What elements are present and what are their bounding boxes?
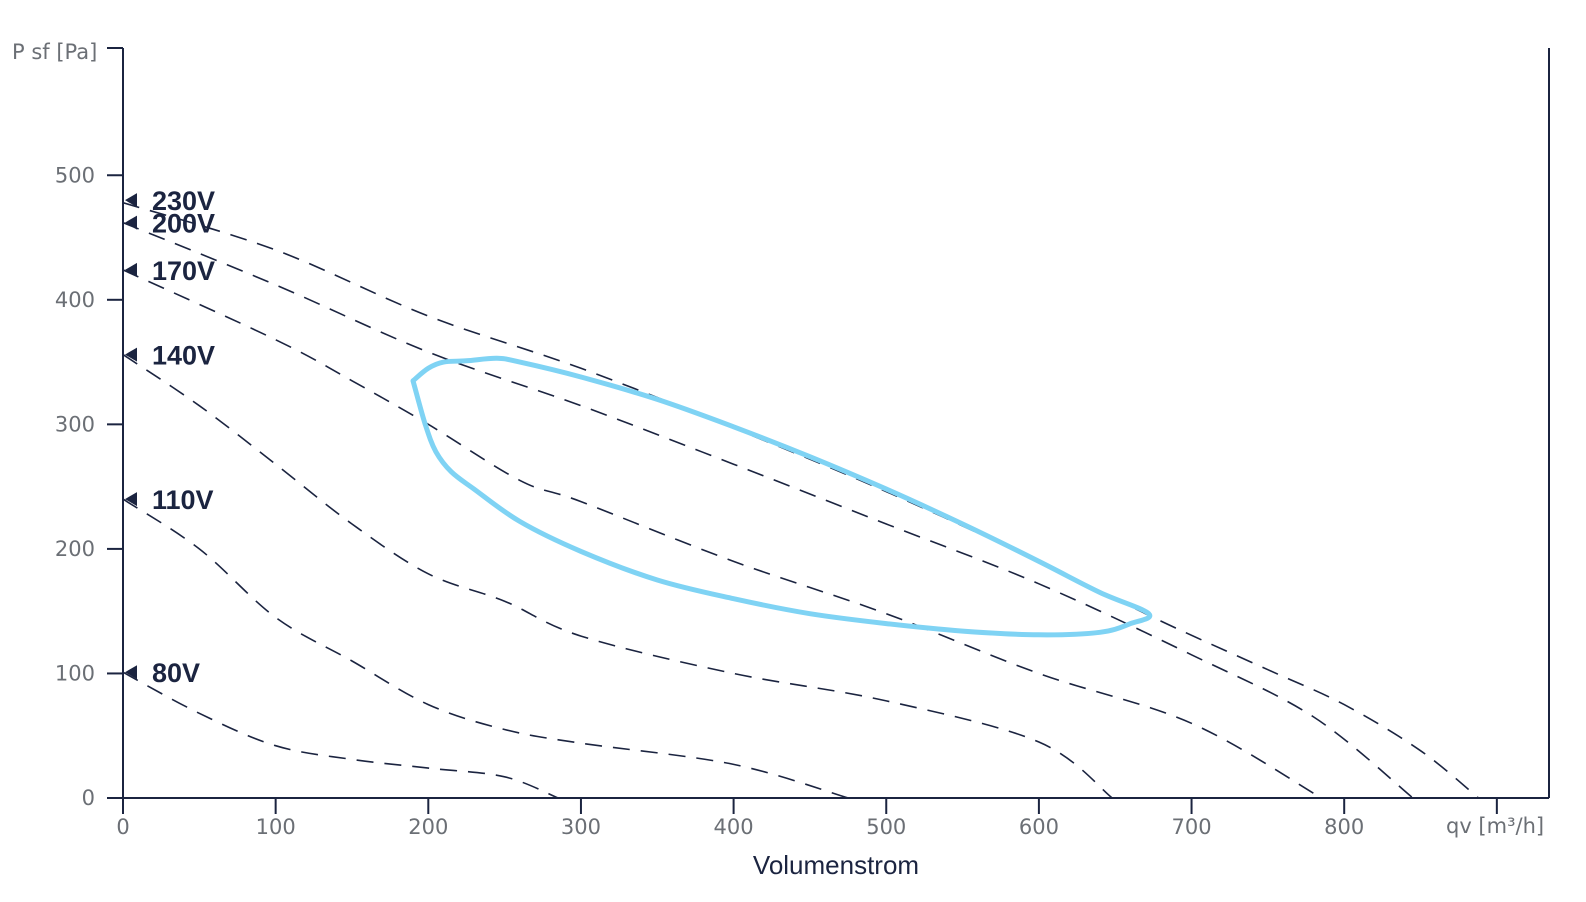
curve-200v (122, 221, 1414, 799)
y-tick-label: 0 (82, 786, 95, 810)
voltage-label-170v: 170V (152, 256, 215, 286)
x-tick-label: 800 (1324, 815, 1364, 839)
x-tick-label: 400 (714, 815, 754, 839)
x-tick-label: 200 (408, 815, 448, 839)
y-axis-title: P sf [Pa] (12, 40, 97, 64)
x-tick-label: 0 (116, 815, 129, 839)
voltage-marker-110v (125, 492, 137, 507)
operating-envelope (410, 355, 1153, 638)
y-tick-label: 300 (55, 412, 95, 436)
voltage-curves (122, 201, 1480, 799)
x-axis-title: Volumenstrom (753, 850, 919, 880)
x-tick-label: 500 (866, 815, 906, 839)
curve-230v (122, 201, 1480, 799)
x-tick-label: 300 (561, 815, 601, 839)
y-tick-label: 200 (55, 537, 95, 561)
y-ticks: 0 100 200 300 400 500 (55, 163, 123, 810)
curve-80v (122, 671, 559, 799)
voltage-label-230v: 230V (152, 186, 215, 216)
curve-170v (122, 269, 1322, 799)
x-tick-label: 600 (1019, 815, 1059, 839)
x-ticks: 0 100 200 300 400 500 600 700 800 (116, 798, 1498, 839)
voltage-label-110v: 110V (152, 485, 214, 515)
x-axis-unit-label: qv [m³/h] (1446, 814, 1544, 838)
curve-110v (122, 498, 849, 799)
voltage-label-80v: 80V (152, 658, 200, 688)
voltage-marker-200v (125, 215, 137, 230)
x-tick-label: 100 (256, 815, 296, 839)
y-tick-label: 500 (55, 163, 95, 187)
operating-envelope-outline (410, 355, 1153, 638)
axes (107, 47, 1550, 799)
curve-140v (122, 353, 1113, 799)
voltage-label-140v: 140V (152, 341, 215, 371)
voltage-marker-140v (125, 347, 137, 362)
voltage-marker-230v (125, 193, 137, 208)
voltage-label-200v: 200V (152, 209, 215, 239)
y-tick-label: 400 (55, 288, 95, 312)
voltage-marker-80v (125, 665, 137, 680)
y-tick-label: 100 (55, 661, 95, 685)
voltage-marker-170v (125, 262, 137, 277)
x-tick-label: 700 (1172, 815, 1212, 839)
